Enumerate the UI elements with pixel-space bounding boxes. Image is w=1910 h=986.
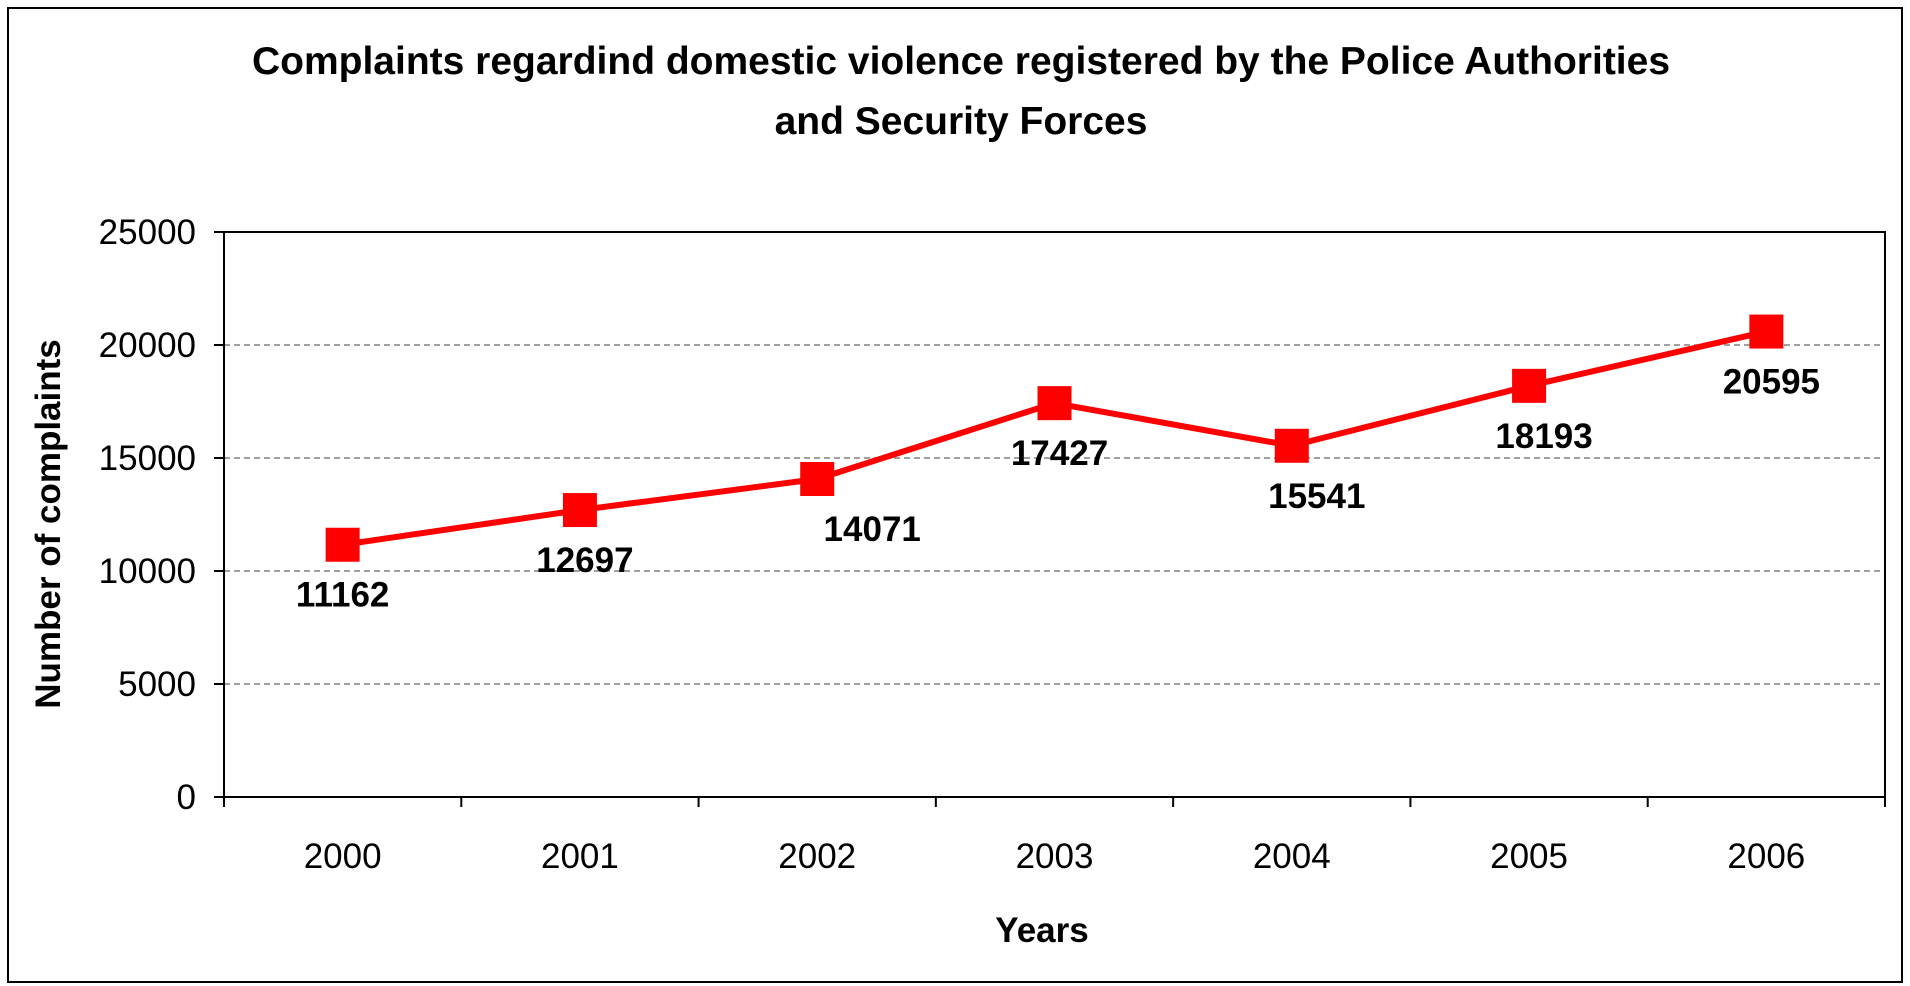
data-label: 20595 bbox=[1723, 363, 1820, 402]
y-tick-label: 20000 bbox=[99, 326, 196, 365]
x-tick-label: 2000 bbox=[304, 837, 382, 876]
data-labels: 11162 12697 14071 17427 15541 18193 20595 bbox=[296, 363, 1820, 615]
gridlines bbox=[224, 344, 1885, 685]
x-tick-label: 2006 bbox=[1727, 837, 1805, 876]
x-tick-label: 2002 bbox=[778, 837, 856, 876]
data-point-marker bbox=[325, 527, 360, 562]
chart-title-line1: Complaints regardind domestic violence r… bbox=[252, 40, 1670, 83]
data-label: 18193 bbox=[1495, 417, 1592, 456]
y-axis: 0 5000 10000 15000 20000 25000 bbox=[99, 213, 224, 817]
data-label: 14071 bbox=[824, 510, 921, 549]
data-point-marker bbox=[1749, 314, 1784, 349]
plot-area bbox=[223, 231, 1886, 798]
data-label: 17427 bbox=[1011, 434, 1108, 473]
x-axis: 2000 2001 2002 2003 2004 2005 2006 bbox=[223, 797, 1886, 876]
data-point-marker bbox=[1037, 386, 1072, 421]
data-label: 11162 bbox=[296, 576, 389, 615]
y-axis-label: Number of complaints bbox=[29, 339, 68, 708]
data-point-marker bbox=[1274, 428, 1309, 463]
chart-title-line2: and Security Forces bbox=[775, 100, 1148, 143]
y-tick-label: 10000 bbox=[99, 552, 196, 591]
data-point-marker bbox=[1512, 368, 1547, 403]
x-tick-label: 2003 bbox=[1016, 837, 1094, 876]
x-tick-label: 2004 bbox=[1253, 837, 1331, 876]
x-tick-label: 2005 bbox=[1490, 837, 1568, 876]
y-tick-label: 15000 bbox=[99, 439, 196, 478]
data-point-marker bbox=[562, 493, 597, 528]
chart-background bbox=[7, 7, 1903, 983]
data-label: 12697 bbox=[536, 541, 633, 580]
data-point-marker bbox=[800, 461, 835, 496]
y-tick-label: 5000 bbox=[118, 665, 196, 704]
y-tick-label: 25000 bbox=[99, 213, 196, 252]
x-tick-label: 2001 bbox=[541, 837, 619, 876]
x-axis-label: Years bbox=[995, 911, 1088, 950]
y-tick-label: 0 bbox=[177, 778, 196, 817]
data-label: 15541 bbox=[1268, 477, 1365, 516]
series-line bbox=[325, 314, 1784, 562]
